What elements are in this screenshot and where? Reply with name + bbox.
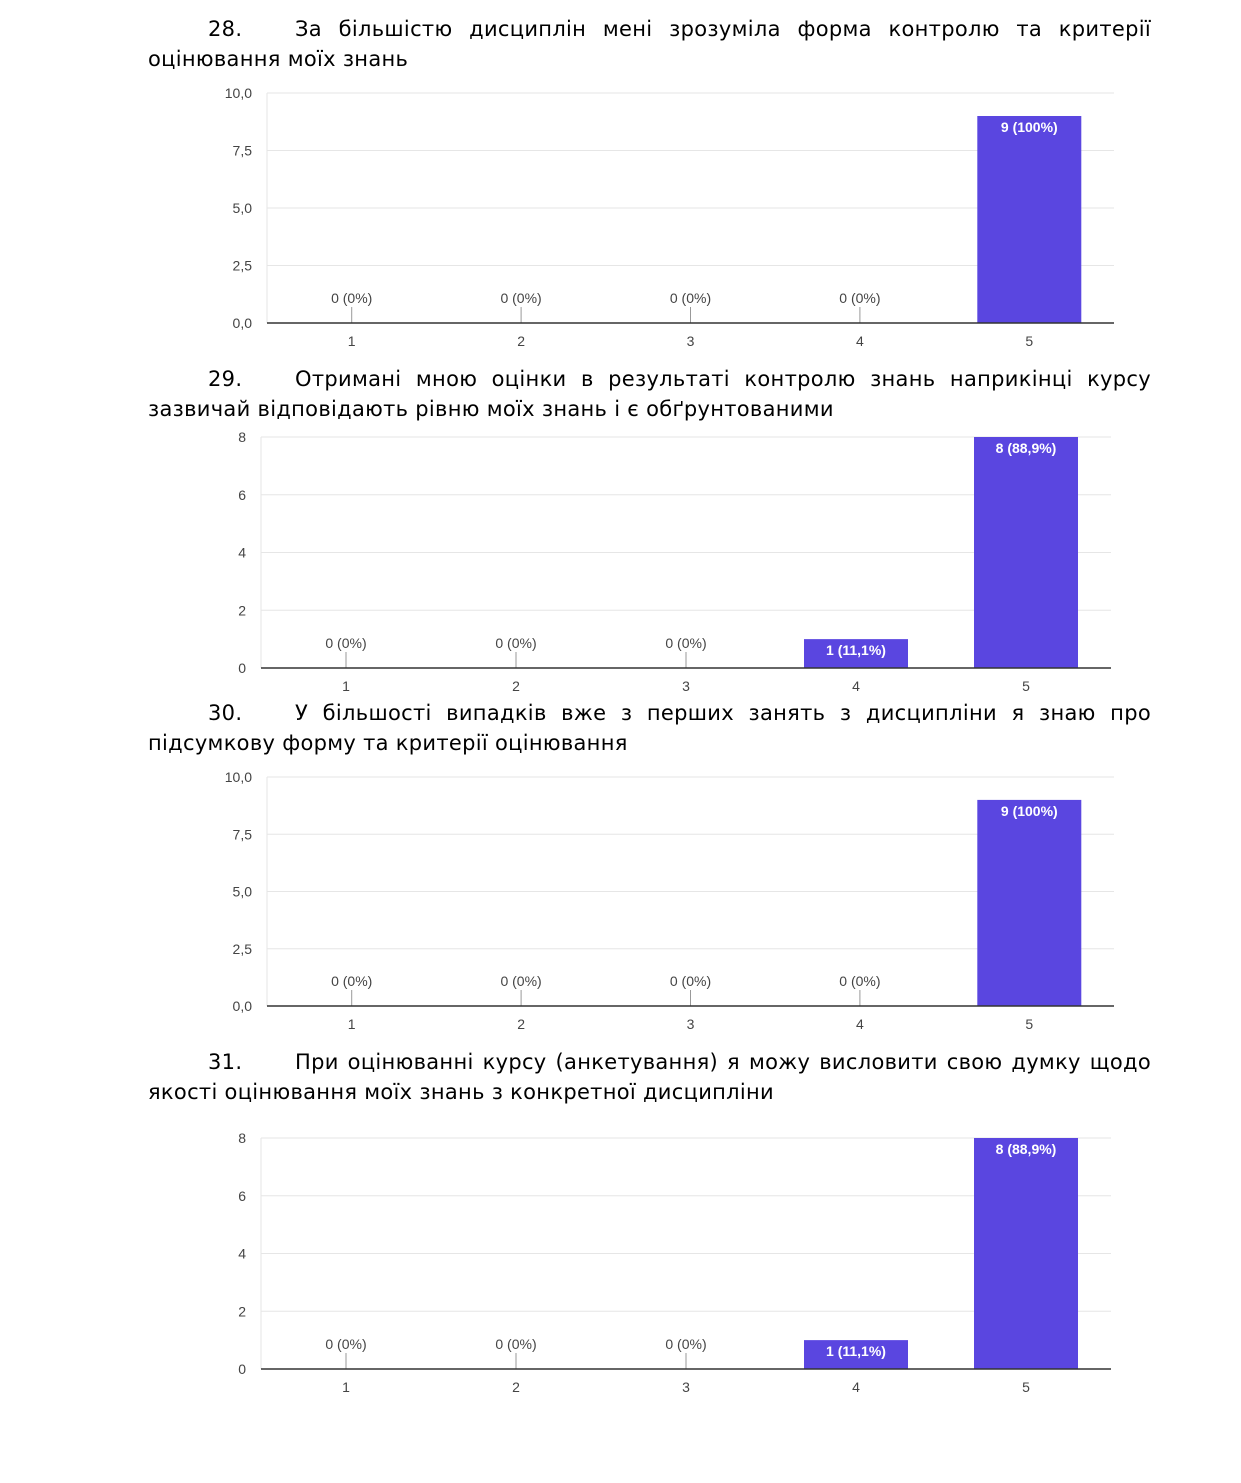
bar-5 <box>977 799 1082 1006</box>
y-tick-label: 4 <box>238 545 246 561</box>
question-number: 31. <box>208 1050 243 1074</box>
bar-5 <box>974 1138 1078 1369</box>
question-text-line2: зазвичай відповідають рівню моїх знань і… <box>148 397 834 421</box>
y-tick-label: 10,0 <box>225 85 252 101</box>
x-tick-label: 4 <box>856 333 864 349</box>
x-tick-label: 3 <box>687 1016 695 1032</box>
question-text-line1: При оцінюванні курсу (анкетування) я мож… <box>295 1050 1151 1074</box>
question-28: 28. За більшістю дисциплін мені зрозуміла… <box>148 14 1151 74</box>
data-label: 0 (0%) <box>500 973 541 989</box>
x-tick-label: 2 <box>512 1379 520 1395</box>
data-label: 8 (88,9%) <box>996 440 1057 456</box>
y-tick-label: 5,0 <box>233 200 253 216</box>
y-tick-label: 8 <box>238 1130 246 1146</box>
data-label: 0 (0%) <box>495 635 536 651</box>
question-number: 28. <box>208 17 243 41</box>
y-tick-label: 2,5 <box>233 258 253 274</box>
bar-5 <box>977 116 1082 323</box>
data-label: 0 (0%) <box>325 635 366 651</box>
question-text-line2: якості оцінювання моїх знань з конкретно… <box>148 1080 775 1104</box>
question-text-line1: За більшістю дисциплін мені зрозуміла фо… <box>295 17 1151 41</box>
data-label: 9 (100%) <box>1001 119 1058 135</box>
chart-question-28: 0,0 2,5 5,0 7,5 10,0 0 (0%) 1 0 (0%) 2 0 (0%) 3 0 (… <box>225 85 1114 349</box>
question-text-line2: підсумкову форму та критерії оцінювання <box>148 731 628 755</box>
question-text-line1: Отримані мною оцінки в результаті контро… <box>295 367 1151 391</box>
x-tick-label: 5 <box>1025 333 1033 349</box>
x-tick-label: 3 <box>687 333 695 349</box>
x-tick-label: 2 <box>517 333 525 349</box>
data-label: 0 (0%) <box>670 290 711 306</box>
x-tick-label: 1 <box>342 1379 350 1395</box>
data-label: 0 (0%) <box>839 973 880 989</box>
x-tick-label: 1 <box>348 333 356 349</box>
y-tick-label: 0 <box>238 1361 246 1377</box>
data-label: 0 (0%) <box>500 290 541 306</box>
data-label: 0 (0%) <box>665 1336 706 1352</box>
bar-4 <box>804 639 908 668</box>
y-tick-label: 2,5 <box>233 941 253 957</box>
x-tick-label: 3 <box>682 1379 690 1395</box>
question-31: 31. При оцінюванні курсу (анкетування) я … <box>148 1047 1151 1107</box>
x-tick-label: 4 <box>852 678 860 694</box>
y-tick-label: 7,5 <box>233 826 253 842</box>
x-tick-label: 2 <box>517 1016 525 1032</box>
y-tick-label: 2 <box>238 1303 246 1319</box>
y-tick-label: 4 <box>238 1246 246 1262</box>
data-label: 9 (100%) <box>1001 803 1058 819</box>
data-label: 1 (11,1%) <box>826 642 886 658</box>
y-tick-label: 0 <box>238 660 246 676</box>
x-tick-label: 3 <box>682 678 690 694</box>
bar-5 <box>974 437 1078 668</box>
x-tick-label: 5 <box>1022 678 1030 694</box>
x-tick-label: 4 <box>856 1016 864 1032</box>
chart-question-30: 0,0 2,5 5,0 7,5 10,0 0 (0%) 1 0 (0%) 2 0 (0%) 3 0 (… <box>225 769 1114 1032</box>
data-label: 0 (0%) <box>331 973 372 989</box>
bar-4 <box>804 1340 908 1369</box>
x-tick-label: 4 <box>852 1379 860 1395</box>
data-label: 0 (0%) <box>331 290 372 306</box>
data-label: 0 (0%) <box>325 1336 366 1352</box>
question-30: 30. У більшості випадків вже з перших зан… <box>148 698 1151 758</box>
x-tick-label: 1 <box>348 1016 356 1032</box>
y-tick-label: 6 <box>238 1188 246 1204</box>
y-tick-label: 7,5 <box>233 143 253 159</box>
x-tick-label: 5 <box>1022 1379 1030 1395</box>
y-tick-label: 10,0 <box>225 769 252 785</box>
question-number: 29. <box>208 367 243 391</box>
data-label: 8 (88,9%) <box>996 1141 1057 1157</box>
question-text-line1: У більшості випадків вже з перших занять… <box>295 701 1151 725</box>
chart-question-29: 0 2 4 6 8 0 (0%) 1 0 (0%) 2 0 (0%) 3 1 (11,1%) 4 8 (8… <box>238 429 1111 694</box>
y-tick-label: 5,0 <box>233 884 253 900</box>
chart-question-31: 0 2 4 6 8 0 (0%) 1 0 (0%) 2 0 (0%) 3 1 (11,1%) 4 8 (8… <box>238 1130 1111 1395</box>
x-tick-label: 5 <box>1025 1016 1033 1032</box>
data-label: 0 (0%) <box>670 973 711 989</box>
data-label: 0 (0%) <box>665 635 706 651</box>
x-tick-label: 2 <box>512 678 520 694</box>
x-tick-label: 1 <box>342 678 350 694</box>
y-tick-label: 0,0 <box>233 998 253 1014</box>
question-number: 30. <box>208 701 243 725</box>
data-label: 0 (0%) <box>839 290 880 306</box>
data-label: 0 (0%) <box>495 1336 536 1352</box>
question-text-line2: оцінювання моїх знань <box>148 47 409 71</box>
question-29: 29. Отримані мною оцінки в результаті кон… <box>148 364 1151 424</box>
y-tick-label: 2 <box>238 602 246 618</box>
y-tick-label: 0,0 <box>233 315 253 331</box>
y-tick-label: 8 <box>238 429 246 445</box>
y-tick-label: 6 <box>238 487 246 503</box>
data-label: 1 (11,1%) <box>826 1343 886 1359</box>
